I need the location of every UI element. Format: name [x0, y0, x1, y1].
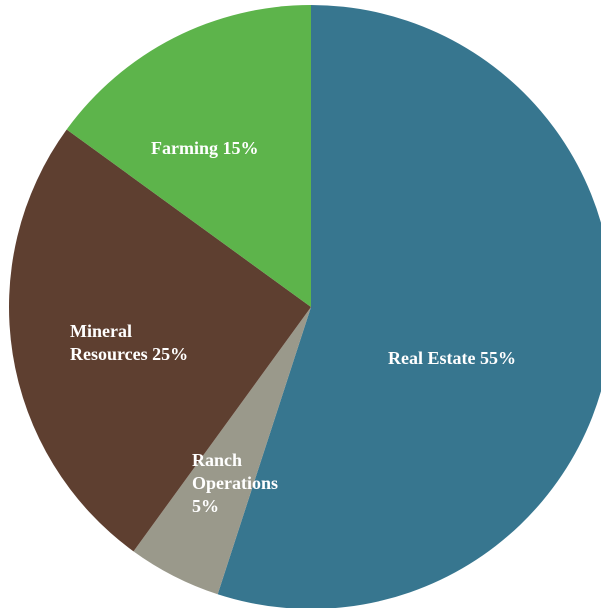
- slice-value: 5%: [192, 496, 219, 516]
- slice-name: Mineral Resources: [70, 321, 148, 364]
- slice-label: Farming 15%: [151, 137, 351, 160]
- pie-slice: [133, 307, 311, 595]
- pie-slice: [217, 5, 601, 608]
- pie-slice: [66, 5, 311, 307]
- slice-name: Ranch Operations: [192, 450, 279, 493]
- slice-label: Mineral Resources 25%: [70, 320, 200, 366]
- slice-label: Real Estate 55%: [388, 347, 601, 370]
- slice-value: 25%: [152, 344, 189, 364]
- pie-slice: [8, 129, 311, 552]
- slice-value: 15%: [222, 138, 259, 158]
- slice-label: Ranch Operations 5%: [192, 449, 292, 518]
- slice-name: Real Estate: [388, 348, 476, 368]
- slice-value: 55%: [479, 348, 516, 368]
- slice-name: Farming: [151, 138, 218, 158]
